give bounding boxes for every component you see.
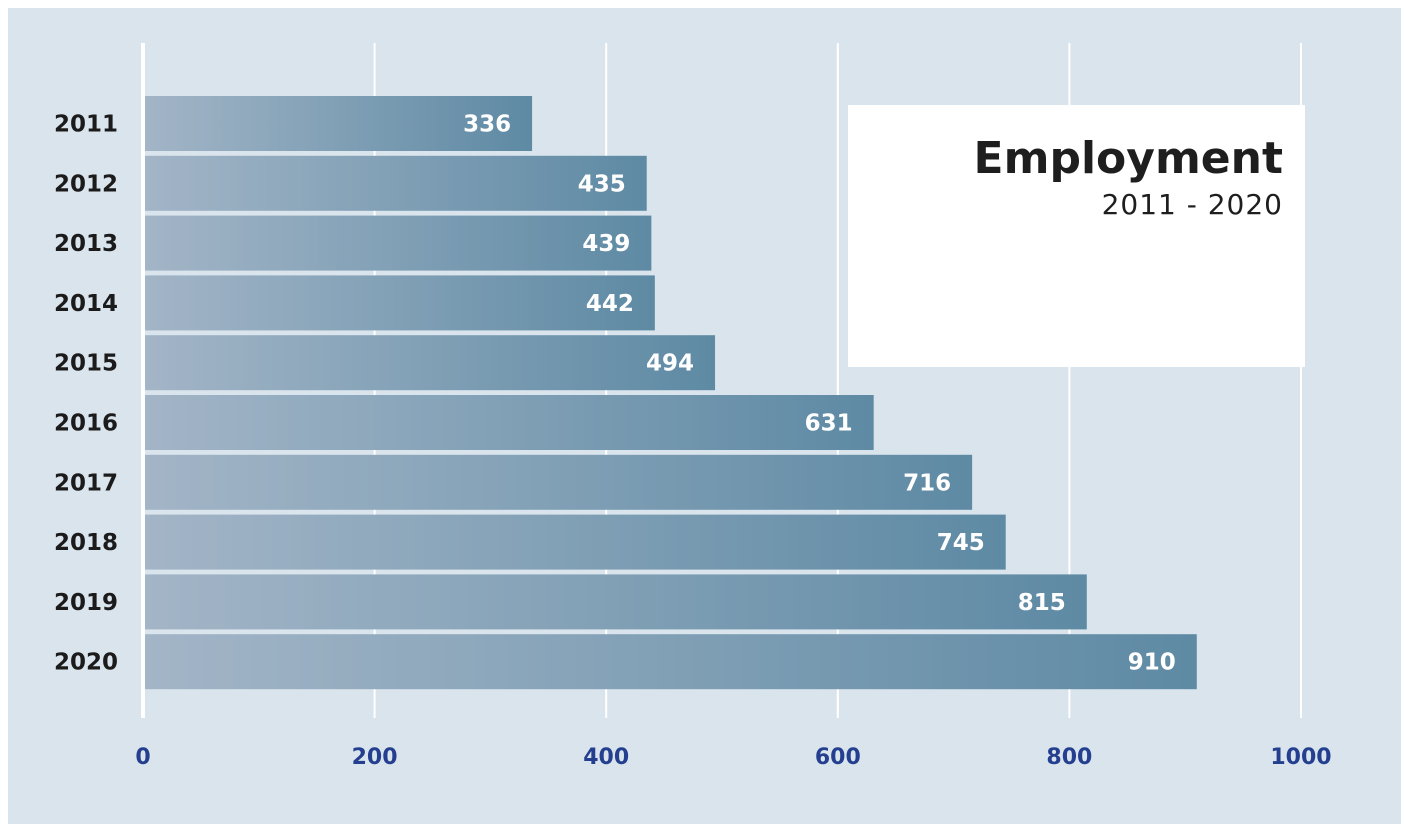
category-label: 2012	[54, 171, 118, 197]
x-tick-label: 0	[135, 745, 150, 770]
bar-2018	[145, 514, 1006, 570]
bar-2014	[145, 275, 655, 331]
bar-value-label: 336	[463, 112, 511, 138]
x-tick-label: 600	[815, 745, 861, 770]
chart-title: Employment	[973, 133, 1283, 184]
category-label: 2020	[54, 650, 118, 676]
bar-2012	[145, 155, 647, 211]
category-label: 2015	[54, 351, 118, 377]
category-label: 2014	[54, 291, 118, 317]
bar-2015	[145, 335, 716, 391]
bar-value-label: 439	[582, 231, 630, 257]
category-label: 2016	[54, 411, 118, 437]
bar-2016	[145, 395, 874, 450]
chart-panel: 336 435 439 442 494 631 716 745 815 910 2011 2012 2…	[8, 8, 1401, 824]
x-tick-label: 1000	[1270, 745, 1331, 770]
data-labels: 336 435 439 442 494 631 716 745 815 910	[463, 112, 1176, 676]
category-label: 2013	[54, 231, 118, 257]
x-tick-label: 400	[583, 745, 629, 770]
x-tick-label: 200	[352, 745, 398, 770]
category-label: 2019	[54, 590, 118, 616]
bar-2019	[145, 574, 1087, 630]
bar-value-label: 435	[578, 171, 626, 197]
bar-value-label: 631	[805, 411, 853, 437]
bar-2020	[145, 634, 1197, 690]
x-tick-labels: 0 200 400 600 800 1000	[135, 745, 1331, 770]
bar-value-label: 442	[586, 291, 634, 317]
bar-2017	[145, 454, 973, 510]
category-label: 2017	[54, 470, 118, 496]
category-label: 2018	[54, 530, 118, 556]
title-box: Employment 2011 - 2020	[848, 105, 1305, 367]
bar-value-label: 910	[1128, 650, 1176, 676]
chart-subtitle: 2011 - 2020	[1101, 188, 1283, 221]
bar-2011	[145, 96, 533, 151]
bar-value-label: 716	[903, 470, 951, 496]
bar-value-label: 745	[937, 530, 985, 556]
bars	[145, 96, 1197, 690]
bar-value-label: 494	[646, 351, 694, 377]
bar-2013	[145, 215, 652, 271]
category-labels: 2011 2012 2013 2014 2015 2016 2017 2018 2019 2020	[54, 112, 118, 676]
category-label: 2011	[54, 112, 118, 138]
x-tick-label: 800	[1046, 745, 1092, 770]
bar-value-label: 815	[1018, 590, 1066, 616]
